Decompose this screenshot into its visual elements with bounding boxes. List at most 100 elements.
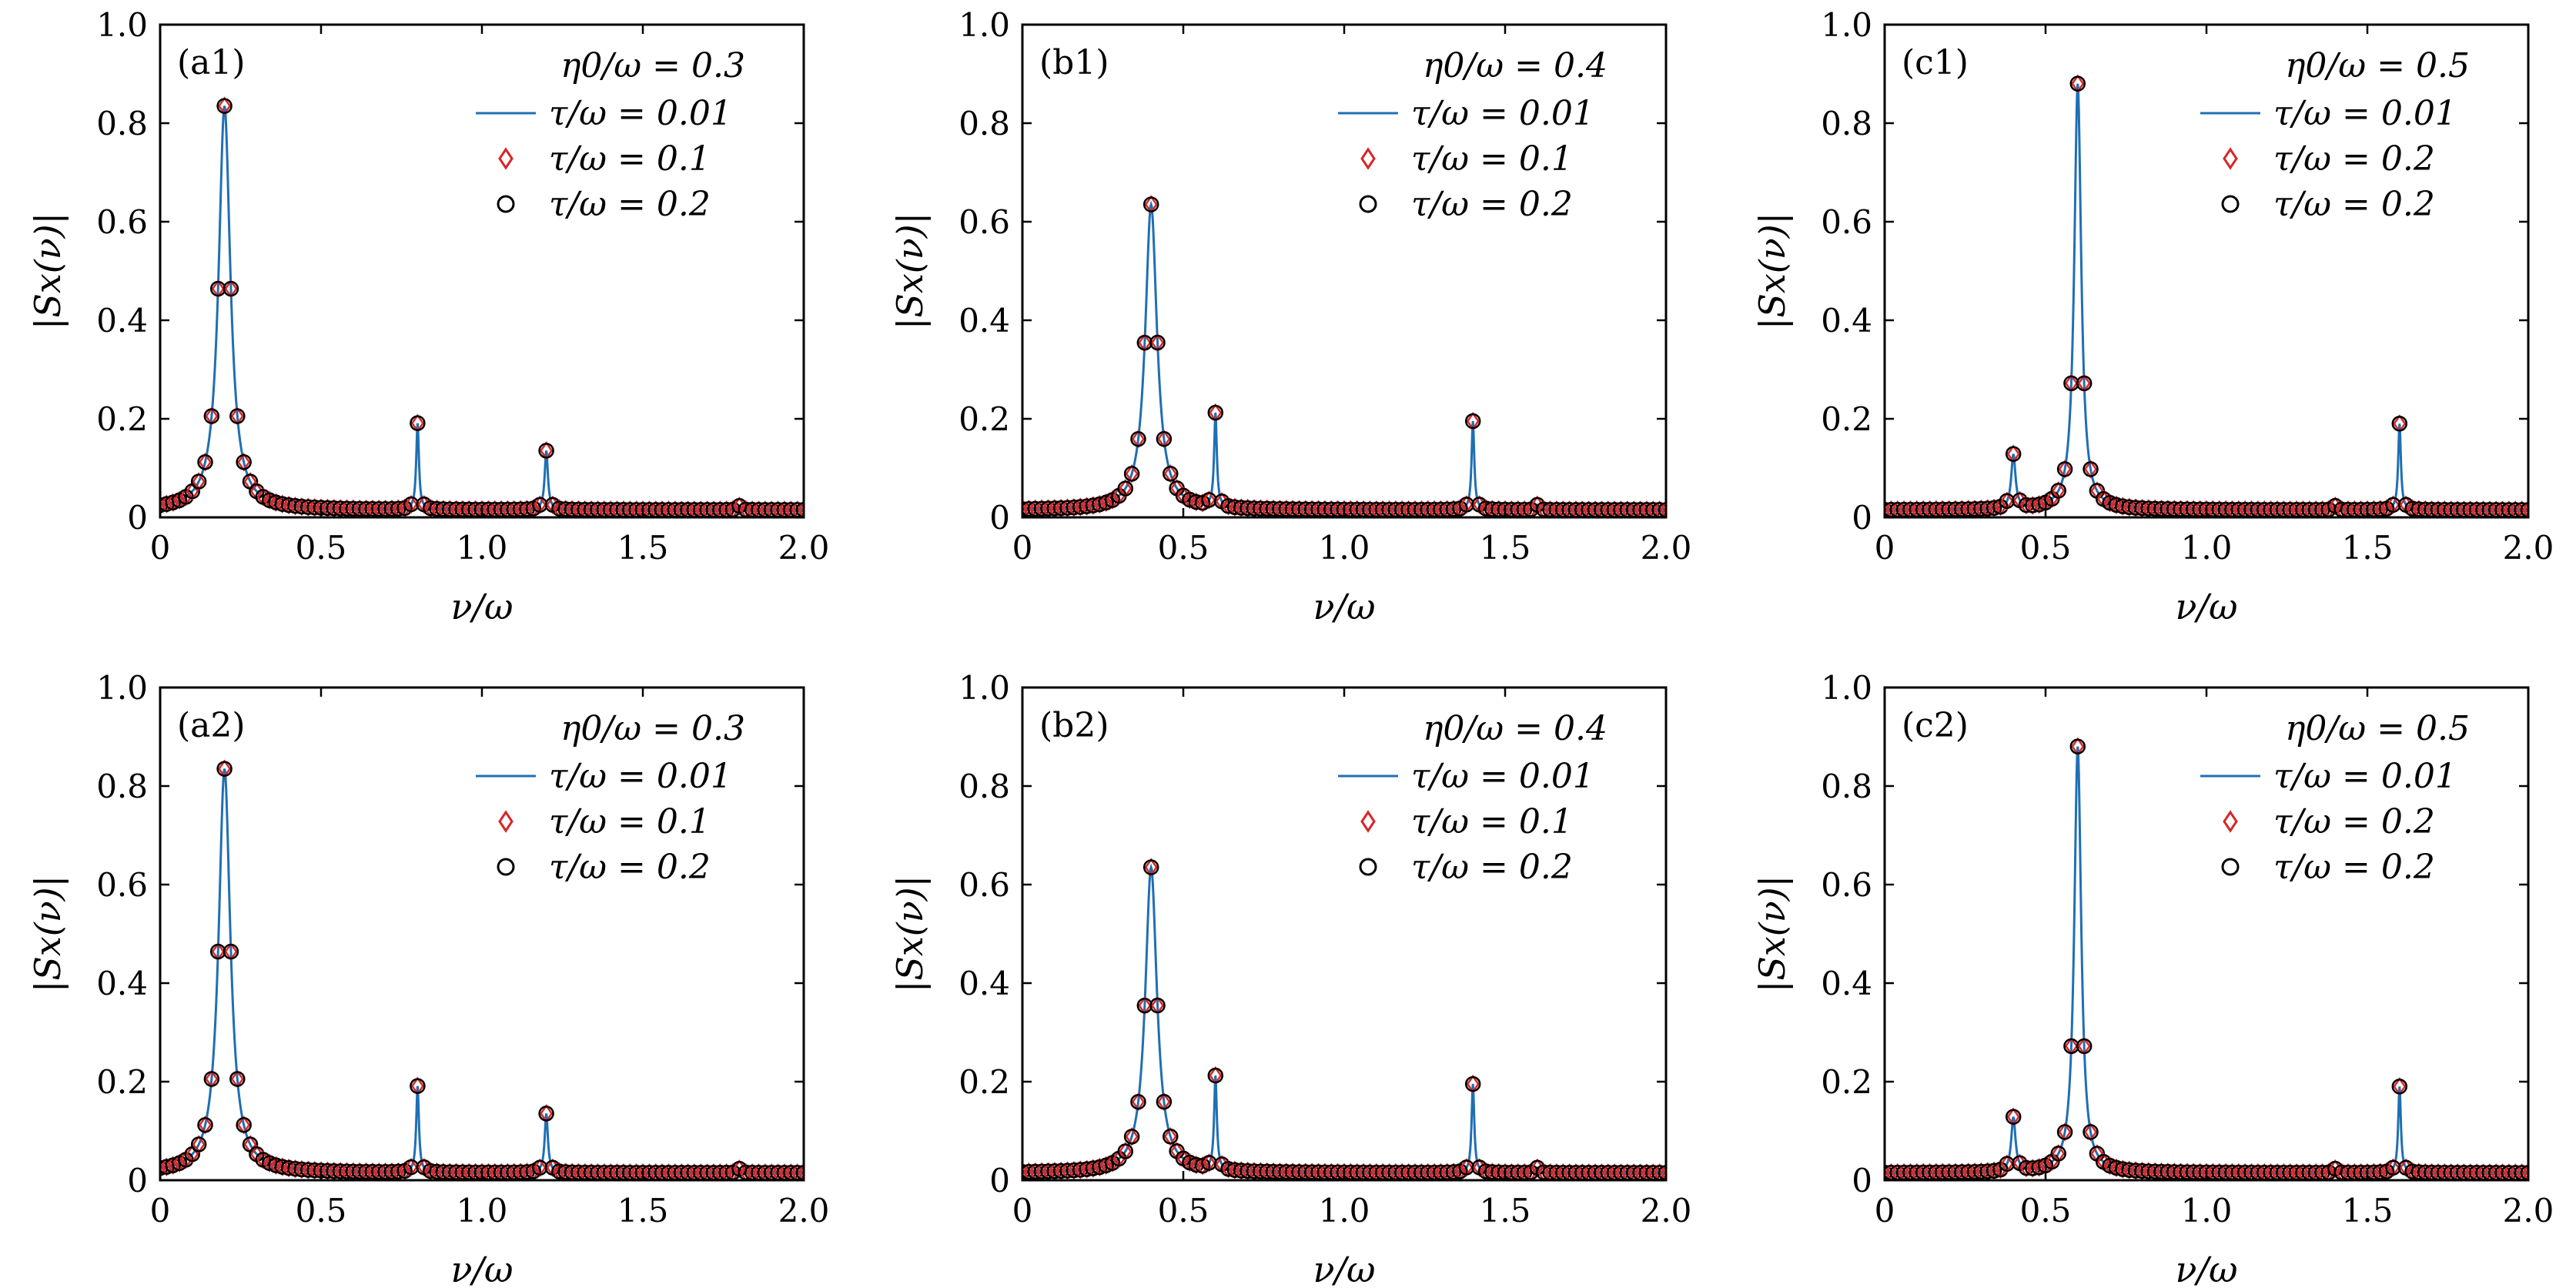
marker-circle [2069,75,2086,92]
x-tick-label: 1.0 [457,1192,508,1229]
x-tick-label: 0.5 [1158,1192,1209,1229]
x-axis-label: ν/ω [2176,1249,2238,1288]
series-line-tau-0.01 [1022,863,1666,1174]
marker-circle [795,1165,804,1180]
legend-entry: τ/ω = 0.1 [1411,802,1573,841]
y-tick-label: 0.8 [1821,768,1872,805]
x-tick-label: 0.5 [296,529,347,567]
series-line-tau-0.01 [1022,200,1666,511]
legend-entry: τ/ω = 0.1 [1411,139,1573,179]
y-tick-label: 0.2 [1821,400,1872,438]
panel-c2: 0 0.5 1.0 1.5 2.0 0 0.2 0.4 0.6 0.8 1.0 ν/ω |Sx(ν)| (… [1751,669,2554,1288]
marker-circle [2083,461,2099,477]
y-axis-label: |Sx(ν)| [889,875,931,992]
legend-entry: τ/ω = 0.01 [549,757,732,796]
x-tick-label: 0 [1875,529,1895,567]
marker-circle [2391,1079,2408,1095]
x-axis-label: ν/ω [2176,586,2238,627]
legend-entry: τ/ω = 0.2 [1411,848,1573,887]
y-tick-label: 0 [127,499,148,537]
y-axis-label: |Sx(ν)| [889,212,931,330]
marker-circle [1149,334,1166,351]
x-tick-label: 0 [150,529,171,567]
legend-entry: τ/ω = 0.2 [2273,185,2435,224]
legend-entry: τ/ω = 0.2 [549,848,711,887]
marker-circle [1163,465,1179,482]
panel-label: (b2) [1039,706,1109,745]
marker-diamond [1659,1163,1666,1180]
x-tick-label: 0 [1875,1192,1895,1229]
x-axis-label: ν/ω [1313,1249,1376,1288]
marker-diamond [797,500,804,517]
markers [160,96,804,517]
legend-diamond-swatch [498,810,514,833]
marker-circle [538,443,554,459]
legend-title: η0/ω = 0.4 [1423,709,1607,748]
marker-circle [165,1157,181,1173]
y-tick-label: 0.8 [958,105,1010,142]
legend-circle-swatch [1359,858,1377,876]
y-tick-label: 1.0 [96,6,148,44]
y-tick-label: 0.2 [958,400,1010,438]
y-tick-label: 0.6 [958,203,1010,241]
marker-circle [538,1106,554,1122]
y-tick-label: 1.0 [958,6,1010,44]
legend-entry: τ/ω = 0.2 [2273,139,2435,179]
legend-diamond-swatch [2223,147,2238,170]
marker-circle [1156,430,1173,447]
legend-title: η0/ω = 0.3 [560,46,745,85]
x-tick-label: 0 [1012,529,1033,567]
y-tick-label: 0.2 [958,1063,1010,1101]
x-tick-label: 1.5 [1480,529,1531,567]
y-tick-label: 0 [127,1162,148,1199]
x-tick-label: 2.0 [2503,1192,2554,1229]
y-tick-label: 0.6 [1821,866,1872,904]
y-tick-label: 0.8 [1821,105,1872,142]
y-tick-label: 0.4 [96,965,148,1002]
legend-entry: τ/ω = 0.01 [549,94,732,133]
marker-circle [2056,461,2073,477]
y-tick-label: 0.4 [958,302,1010,340]
marker-circle [1658,1165,1666,1180]
x-tick-label: 2.0 [778,1192,830,1229]
marker-circle [190,1136,207,1153]
x-tick-label: 1.0 [457,529,508,567]
marker-circle [2083,1124,2099,1140]
marker-circle [1130,430,1146,447]
legend-entry: τ/ω = 0.01 [1411,94,1594,133]
legend-entry: τ/ω = 0.2 [2273,802,2435,841]
marker-circle [410,1078,426,1094]
marker-circle [1117,1143,1134,1159]
marker-circle [2031,497,2047,513]
y-tick-label: 0.2 [96,1063,148,1101]
y-tick-label: 0 [1852,1162,1872,1199]
y-tick-label: 1.0 [96,669,148,707]
y-tick-label: 0 [989,1162,1010,1199]
x-tick-label: 2.0 [778,529,830,567]
x-tick-label: 1.5 [2342,529,2394,567]
y-axis-label: |Sx(ν)| [1751,875,1793,992]
marker-circle [222,280,239,297]
marker-circle [2005,1109,2022,1125]
marker-circle [2031,1159,2047,1176]
panel-b1: 0 0.5 1.0 1.5 2.0 0 0.2 0.4 0.6 0.8 1.0 ν/ω |Sx(ν)| (… [889,6,1691,627]
panel-label: (c1) [1902,43,1969,82]
legend-circle-swatch [1359,195,1377,213]
legend-diamond-swatch [2223,810,2238,833]
y-tick-label: 0.4 [958,965,1010,1002]
marker-circle [1207,404,1224,421]
legend-entry: τ/ω = 0.1 [549,139,711,179]
marker-circle [1658,502,1666,517]
marker-circle [1464,1076,1481,1092]
y-tick-label: 0.6 [1821,203,1872,241]
marker-circle [410,415,426,431]
markers [1885,737,2528,1180]
marker-circle [1130,1093,1146,1110]
x-tick-label: 1.5 [1480,1192,1531,1229]
x-tick-label: 2.0 [1641,1192,1692,1229]
y-tick-label: 0.6 [96,203,148,241]
x-tick-label: 1.0 [2181,1192,2233,1229]
legend-entry: τ/ω = 0.01 [1411,757,1594,796]
marker-circle [236,453,252,470]
x-tick-label: 0 [150,1192,171,1229]
